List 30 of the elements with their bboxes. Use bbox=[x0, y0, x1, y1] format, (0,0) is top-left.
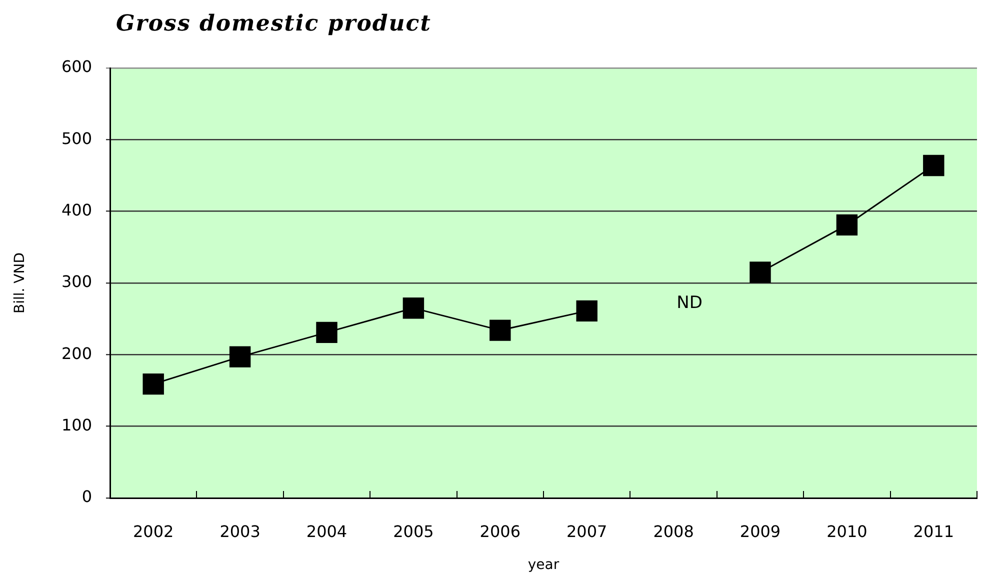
x-tick-label: 2002 bbox=[132, 522, 174, 541]
y-tick-label: 200 bbox=[61, 344, 92, 363]
x-tick-label: 2011 bbox=[913, 522, 954, 541]
point bbox=[923, 154, 944, 176]
chart-title: Gross domestic product bbox=[116, 10, 432, 37]
x-axis-title: year bbox=[528, 557, 560, 574]
y-tick-label: 600 bbox=[61, 57, 92, 76]
point bbox=[576, 300, 598, 322]
point bbox=[142, 373, 164, 395]
x-tick-label: 2008 bbox=[653, 522, 694, 541]
y-tick-label: 500 bbox=[61, 128, 92, 148]
x-tick-label: 2003 bbox=[220, 522, 260, 541]
y-tick-label: 300 bbox=[61, 272, 92, 292]
y-axis-title: Bill. VND bbox=[12, 252, 28, 314]
point bbox=[316, 322, 338, 344]
point bbox=[750, 262, 771, 283]
point bbox=[229, 346, 251, 368]
x-tick-label: 2010 bbox=[826, 522, 868, 541]
y-tick-label: 0 bbox=[82, 487, 92, 506]
y-tick-label: 400 bbox=[61, 200, 92, 220]
point bbox=[402, 297, 424, 319]
x-tick-label: 2004 bbox=[306, 522, 348, 541]
x-tick-label: 2005 bbox=[393, 522, 434, 541]
x-tick-label: 2007 bbox=[566, 522, 608, 541]
y-tick-label: 100 bbox=[61, 415, 92, 434]
point bbox=[490, 320, 511, 341]
x-tick-label: 2009 bbox=[740, 522, 781, 541]
point bbox=[836, 214, 858, 236]
x-tick-label: 2006 bbox=[480, 522, 521, 541]
annotation: ND bbox=[676, 293, 702, 314]
